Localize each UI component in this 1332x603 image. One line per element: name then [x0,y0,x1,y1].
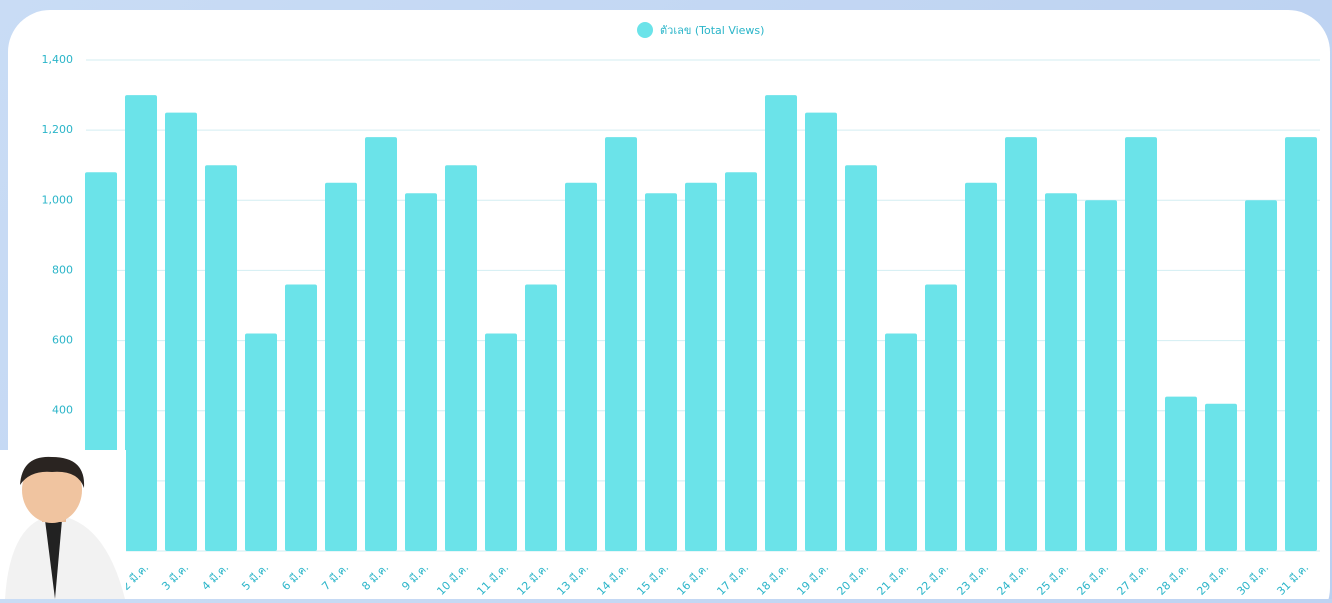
bar [445,165,477,551]
bar [365,137,397,551]
bar [1045,193,1077,551]
bar [205,165,237,551]
bar [125,95,157,552]
bar [165,112,197,551]
y-tick-label: 400 [52,404,73,417]
bar [885,333,917,551]
legend-swatch [637,22,653,38]
y-tick-label: 800 [52,263,73,276]
bar [1085,200,1117,552]
bar [245,333,277,551]
y-tick-label: 1,200 [42,123,74,136]
bar [525,284,557,551]
bar [1165,396,1197,551]
bar [405,193,437,551]
bar [925,284,957,551]
bar [565,182,597,551]
bar [725,172,757,551]
bar [685,182,717,551]
bar [485,333,517,551]
bar [965,182,997,551]
bar [645,193,677,551]
bar [605,137,637,551]
y-tick-label: 1,400 [42,53,74,66]
bar [1205,403,1237,551]
avatar [0,450,126,599]
y-tick-label: 600 [52,334,73,347]
bar [765,95,797,552]
legend-label: ตัวเลข (Total Views) [660,24,764,37]
bar [1245,200,1277,552]
bar [845,165,877,551]
bar [1005,137,1037,551]
bar [285,284,317,551]
bar [1285,137,1317,551]
y-tick-label: 1,000 [42,193,74,206]
bar [325,182,357,551]
bar [1125,137,1157,551]
bar [805,112,837,551]
